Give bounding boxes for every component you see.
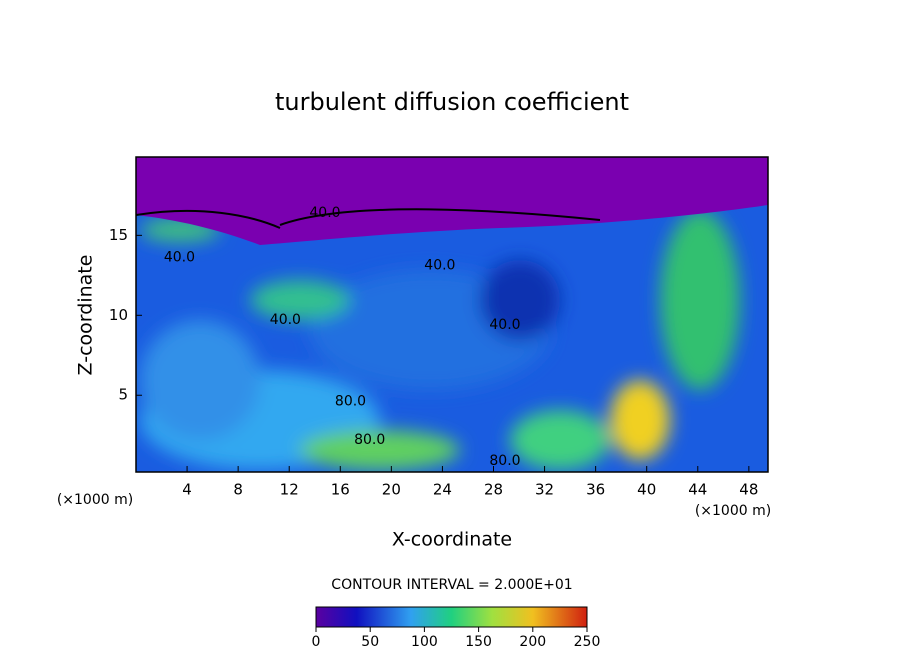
colorbar <box>315 606 588 628</box>
colorbar-tick-label: 100 <box>411 634 438 650</box>
x-tick-label: 44 <box>688 481 707 499</box>
colorbar-tick-label: 200 <box>519 634 546 650</box>
field <box>136 157 768 472</box>
x-tick-label: 4 <box>182 481 192 499</box>
y-tick-label: 10 <box>109 306 128 324</box>
contour-label: 80.0 <box>354 432 385 448</box>
plot-frame <box>135 156 769 473</box>
x-tick-label: 16 <box>331 481 350 499</box>
contour-label: 40.0 <box>309 205 340 221</box>
contour-label: 80.0 <box>335 394 366 410</box>
x-tick-label: 20 <box>382 481 401 499</box>
x-tick-label: 12 <box>280 481 299 499</box>
contour-label: 40.0 <box>424 258 455 274</box>
x-tick-label: 8 <box>233 481 243 499</box>
x-tick-label: 36 <box>586 481 605 499</box>
contour-label: 80.0 <box>489 453 520 469</box>
colorbar-tick-label: 250 <box>574 634 601 650</box>
x-tick-label: 40 <box>637 481 656 499</box>
x-unit: (×1000 m) <box>695 503 771 519</box>
y-tick-label: 5 <box>118 386 128 404</box>
contour-label: 40.0 <box>489 317 520 333</box>
x-tick-label: 24 <box>433 481 452 499</box>
y-tick-label: 15 <box>109 226 128 244</box>
colorbar-tick-label: 150 <box>465 634 492 650</box>
contour-interval: CONTOUR INTERVAL = 2.000E+01 <box>331 577 572 593</box>
colorbar-tick-label: 0 <box>312 634 321 650</box>
contour-label: 40.0 <box>164 250 195 266</box>
x-tick-label: 48 <box>739 481 758 499</box>
x-axis-label: X-coordinate <box>392 529 512 551</box>
x-tick-label: 32 <box>535 481 554 499</box>
colorbar-tick-label: 50 <box>361 634 379 650</box>
y-axis-label: Z-coordinate <box>75 255 97 376</box>
contour-label: 40.0 <box>270 312 301 328</box>
x-unit: (×1000 m) <box>57 492 133 508</box>
chart-title: turbulent diffusion coefficient <box>275 88 629 116</box>
x-tick-label: 28 <box>484 481 503 499</box>
